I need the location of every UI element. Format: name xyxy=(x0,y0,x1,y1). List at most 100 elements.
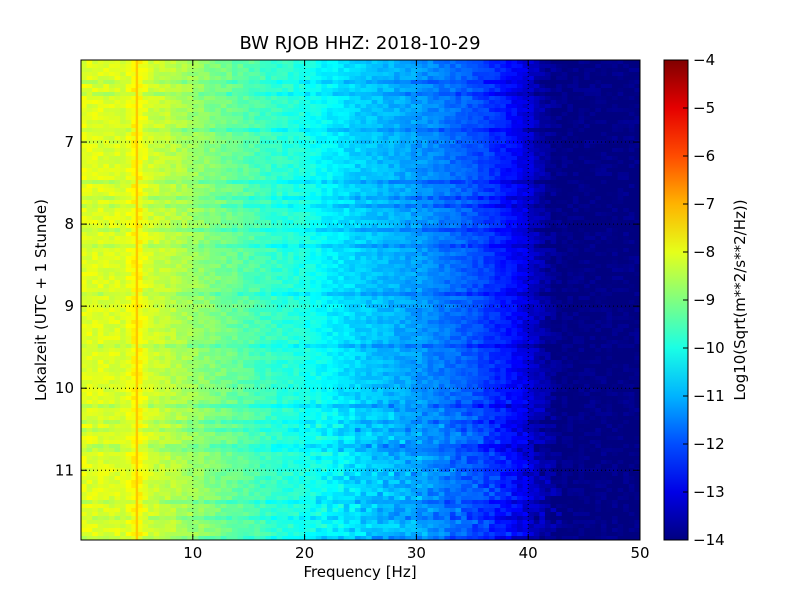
heatmap-cell xyxy=(399,216,406,221)
heatmap-cell xyxy=(114,204,121,209)
heatmap-cell xyxy=(544,204,552,209)
heatmap-cell xyxy=(176,124,183,129)
heatmap-cell xyxy=(299,168,306,173)
heatmap-cell xyxy=(517,104,524,109)
heatmap-cell xyxy=(505,216,513,221)
heatmap-cell xyxy=(265,112,272,117)
heatmap-cell xyxy=(215,72,222,77)
heatmap-cell xyxy=(259,136,267,141)
heatmap-cell xyxy=(617,68,624,73)
heatmap-cell xyxy=(271,64,278,69)
heatmap-cell xyxy=(259,248,267,253)
heatmap-cell xyxy=(421,152,429,157)
heatmap-cell xyxy=(81,172,88,177)
heatmap-cell xyxy=(81,92,88,97)
heatmap-cell xyxy=(410,180,417,185)
heatmap-cell xyxy=(203,88,211,93)
heatmap-cell xyxy=(578,68,585,73)
heatmap-cell xyxy=(215,244,222,249)
heatmap-cell xyxy=(131,232,138,237)
heatmap-cell xyxy=(287,108,295,113)
heatmap-cell xyxy=(472,104,479,109)
heatmap-cell xyxy=(209,224,216,229)
heatmap-cell xyxy=(455,88,462,93)
heatmap-cell xyxy=(276,212,283,217)
heatmap-cell xyxy=(103,132,110,137)
heatmap-cell xyxy=(382,72,390,77)
heatmap-cell xyxy=(259,200,267,205)
heatmap-cell xyxy=(282,120,289,125)
heatmap-cell xyxy=(203,136,211,141)
heatmap-cell xyxy=(556,60,563,65)
heatmap-cell xyxy=(522,104,529,109)
heatmap-cell xyxy=(561,240,568,245)
heatmap-cell xyxy=(589,108,596,113)
heatmap-cell xyxy=(539,236,546,241)
heatmap-cell xyxy=(92,64,99,69)
heatmap-cell xyxy=(634,188,640,193)
heatmap-cell xyxy=(271,212,278,217)
heatmap-cell xyxy=(595,172,602,177)
heatmap-cell xyxy=(354,120,362,125)
heatmap-cell xyxy=(237,144,244,149)
heatmap-cell xyxy=(153,232,160,237)
heatmap-cell xyxy=(528,108,535,113)
heatmap-cell xyxy=(304,108,311,113)
heatmap-cell xyxy=(86,112,93,117)
heatmap-cell xyxy=(92,100,99,105)
heatmap-cell xyxy=(170,224,177,229)
heatmap-cell xyxy=(606,68,613,73)
heatmap-cell xyxy=(477,164,485,169)
heatmap-cell xyxy=(399,140,406,145)
heatmap-cell xyxy=(561,216,568,221)
heatmap-cell xyxy=(187,156,194,161)
heatmap-cell xyxy=(148,220,155,225)
heatmap-cell xyxy=(164,244,172,249)
heatmap-cell xyxy=(511,128,518,133)
heatmap-cell xyxy=(544,84,552,89)
heatmap-cell xyxy=(159,256,166,261)
heatmap-cell xyxy=(584,200,591,205)
heatmap-cell xyxy=(237,148,244,153)
heatmap-row xyxy=(81,208,640,213)
heatmap-cell xyxy=(153,192,160,197)
heatmap-cell xyxy=(438,96,445,101)
heatmap-cell xyxy=(511,188,518,193)
heatmap-cell xyxy=(455,152,462,157)
heatmap-cell xyxy=(461,92,468,97)
heatmap-cell xyxy=(421,192,429,197)
heatmap-cell xyxy=(103,168,110,173)
heatmap-cell xyxy=(92,216,99,221)
heatmap-cell xyxy=(354,88,362,93)
heatmap-cell xyxy=(405,244,412,249)
heatmap-cell xyxy=(326,72,334,77)
heatmap-cell xyxy=(86,200,93,205)
heatmap-cell xyxy=(354,232,362,237)
heatmap-cell xyxy=(338,176,345,181)
heatmap-cell xyxy=(81,184,88,189)
heatmap-cell xyxy=(304,256,311,261)
heatmap-cell xyxy=(220,236,227,241)
heatmap-cell xyxy=(371,140,378,145)
heatmap-cell xyxy=(595,108,602,113)
heatmap-cell xyxy=(578,136,585,141)
heatmap-cell xyxy=(237,204,244,209)
heatmap-cell xyxy=(203,176,211,181)
heatmap-cell xyxy=(136,136,144,141)
heatmap-cell xyxy=(461,180,468,185)
heatmap-cell xyxy=(567,216,574,221)
heatmap-cell xyxy=(623,204,630,209)
heatmap-cell xyxy=(371,84,378,89)
heatmap-cell xyxy=(159,156,166,161)
heatmap-cell xyxy=(304,72,311,77)
heatmap-cell xyxy=(114,244,121,249)
heatmap-cell xyxy=(410,68,417,73)
heatmap-cell xyxy=(550,248,557,253)
heatmap-cell xyxy=(360,128,367,133)
heatmap-cell xyxy=(394,152,401,157)
heatmap-cell xyxy=(505,68,513,73)
heatmap-cell xyxy=(427,120,434,125)
heatmap-cell xyxy=(623,112,630,117)
heatmap-cell xyxy=(170,88,177,93)
heatmap-cell xyxy=(578,180,585,185)
